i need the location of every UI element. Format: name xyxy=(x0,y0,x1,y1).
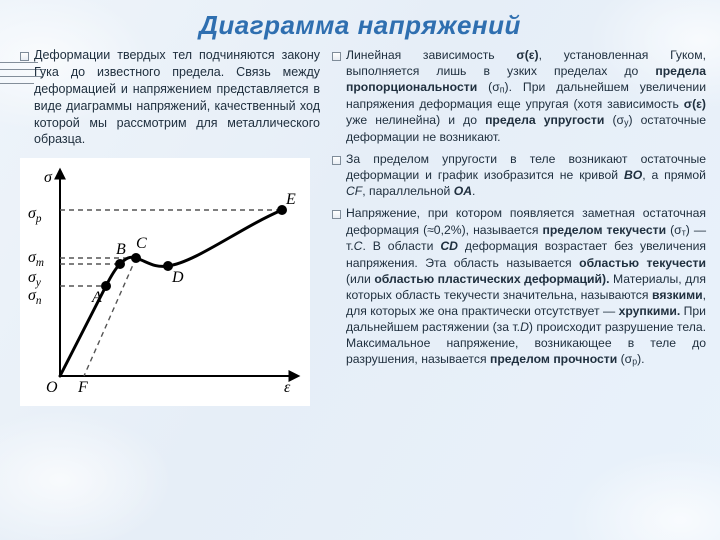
content-columns: Деформации твердых тел подчиняются закон… xyxy=(0,47,720,406)
svg-text:F: F xyxy=(77,379,88,396)
right-bullet-1: Линейная зависимость σ(ε), установленная… xyxy=(332,47,706,145)
right-column: Линейная зависимость σ(ε), установленная… xyxy=(332,47,706,406)
svg-text:B: B xyxy=(116,241,126,258)
svg-text:O: O xyxy=(46,379,58,396)
right-bullet-2: За пределом упругости в теле возникают о… xyxy=(332,151,706,199)
left-paragraph: Деформации твердых тел подчиняются закон… xyxy=(34,47,320,148)
right-paragraph-2: За пределом упругости в теле возникают о… xyxy=(346,151,706,199)
stress-diagram: OFεσσpσтσуσпABCDE xyxy=(20,158,320,406)
svg-text:σ: σ xyxy=(44,169,53,186)
svg-text:C: C xyxy=(136,235,147,252)
left-column: Деформации твердых тел подчиняются закон… xyxy=(20,47,320,406)
svg-text:A: A xyxy=(91,289,102,306)
right-bullet-3: Напряжение, при котором появляется замет… xyxy=(332,205,706,368)
right-paragraph-1: Линейная зависимость σ(ε), установленная… xyxy=(346,47,706,145)
left-bullet: Деформации твердых тел подчиняются закон… xyxy=(20,47,320,148)
svg-text:E: E xyxy=(285,191,296,208)
svg-text:ε: ε xyxy=(284,379,291,396)
right-paragraph-3: Напряжение, при котором появляется замет… xyxy=(346,205,706,368)
stress-diagram-svg: OFεσσpσтσуσпABCDE xyxy=(20,158,310,406)
svg-text:D: D xyxy=(171,269,184,286)
page-title: Диаграмма напряжений xyxy=(0,0,720,47)
